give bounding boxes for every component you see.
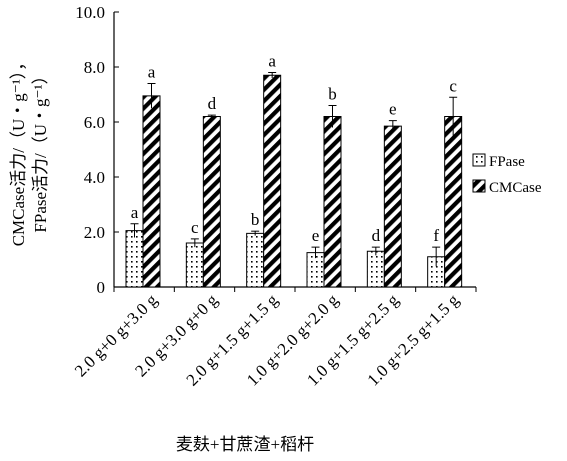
bar-cmcase (383, 125, 402, 288)
bar-fpase (366, 250, 385, 288)
bar-fpase (185, 242, 204, 288)
y-tick-label: 0 (97, 278, 106, 297)
legend-swatch-cmcase (472, 179, 486, 193)
legend-label-cmcase: CMCase (489, 180, 542, 196)
bar-cmcase (202, 116, 221, 288)
bar-fpase (125, 230, 144, 288)
significance-letter: b (251, 210, 260, 229)
significance-letter: a (268, 52, 276, 71)
significance-letter: a (148, 63, 156, 82)
legend-swatch-fpase (472, 153, 486, 167)
x-axis-title: 麦麸+甘蔗渣+稻杆 (176, 435, 314, 454)
y-tick-label: 2.0 (84, 223, 105, 242)
y-axis-title-line2: FPase活力/（U・g⁻¹） (31, 67, 50, 232)
y-tick-label: 8.0 (84, 58, 105, 77)
bars-layer (125, 72, 463, 288)
bar-cmcase (323, 116, 342, 288)
significance-letter: b (328, 85, 337, 104)
y-tick-label: 10.0 (75, 3, 105, 22)
bar-cmcase (444, 116, 463, 288)
bar-cmcase (142, 95, 161, 288)
significance-letter: c (449, 76, 457, 95)
y-tick-label: 6.0 (84, 113, 105, 132)
significance-letter: a (131, 203, 139, 222)
y-axis-title-line1: CMCase活力/（U・g⁻¹）， (9, 54, 28, 247)
significance-letter: d (208, 94, 217, 113)
bar-cmcase (263, 74, 282, 288)
significance-letter: d (372, 226, 381, 245)
significance-letter: e (389, 100, 397, 119)
legend-label-fpase: FPase (489, 154, 525, 170)
legend: FPase CMCase (472, 153, 542, 196)
significance-letter: e (312, 226, 320, 245)
bar-fpase (246, 232, 265, 288)
y-tick-label: 4.0 (84, 168, 105, 187)
significance-letter: f (433, 226, 439, 245)
significance-letter: c (191, 218, 199, 237)
axes: 0 2.0 4.0 6.0 8.0 10.0 (75, 3, 477, 297)
